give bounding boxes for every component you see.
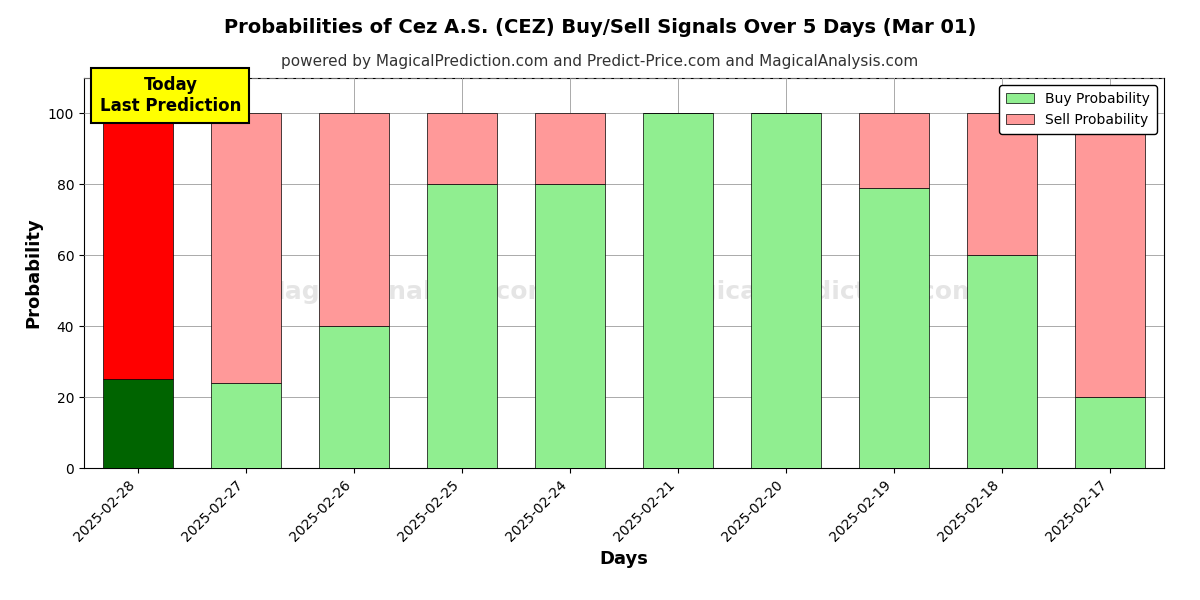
Text: powered by MagicalPrediction.com and Predict-Price.com and MagicalAnalysis.com: powered by MagicalPrediction.com and Pre… xyxy=(281,54,919,69)
Bar xyxy=(967,113,1037,255)
Bar xyxy=(319,326,389,468)
Bar xyxy=(967,255,1037,468)
Bar xyxy=(103,379,173,468)
Bar xyxy=(859,188,929,468)
Bar xyxy=(535,184,605,468)
Legend: Buy Probability, Sell Probability: Buy Probability, Sell Probability xyxy=(1000,85,1157,134)
Y-axis label: Probability: Probability xyxy=(24,218,42,328)
Bar xyxy=(859,113,929,188)
Bar xyxy=(751,113,821,468)
Bar xyxy=(103,113,173,379)
Text: Probabilities of Cez A.S. (CEZ) Buy/Sell Signals Over 5 Days (Mar 01): Probabilities of Cez A.S. (CEZ) Buy/Sell… xyxy=(224,18,976,37)
Bar xyxy=(427,184,497,468)
Bar xyxy=(535,113,605,184)
Text: MagicalAnalysis.com: MagicalAnalysis.com xyxy=(262,280,554,304)
Text: MagicalPrediction.com: MagicalPrediction.com xyxy=(658,280,979,304)
Bar xyxy=(643,113,713,468)
Text: Today
Last Prediction: Today Last Prediction xyxy=(100,76,241,115)
Bar xyxy=(211,113,281,383)
Bar xyxy=(1075,397,1145,468)
Bar xyxy=(427,113,497,184)
Bar xyxy=(211,383,281,468)
Bar xyxy=(319,113,389,326)
X-axis label: Days: Days xyxy=(600,550,648,568)
Bar xyxy=(1075,113,1145,397)
